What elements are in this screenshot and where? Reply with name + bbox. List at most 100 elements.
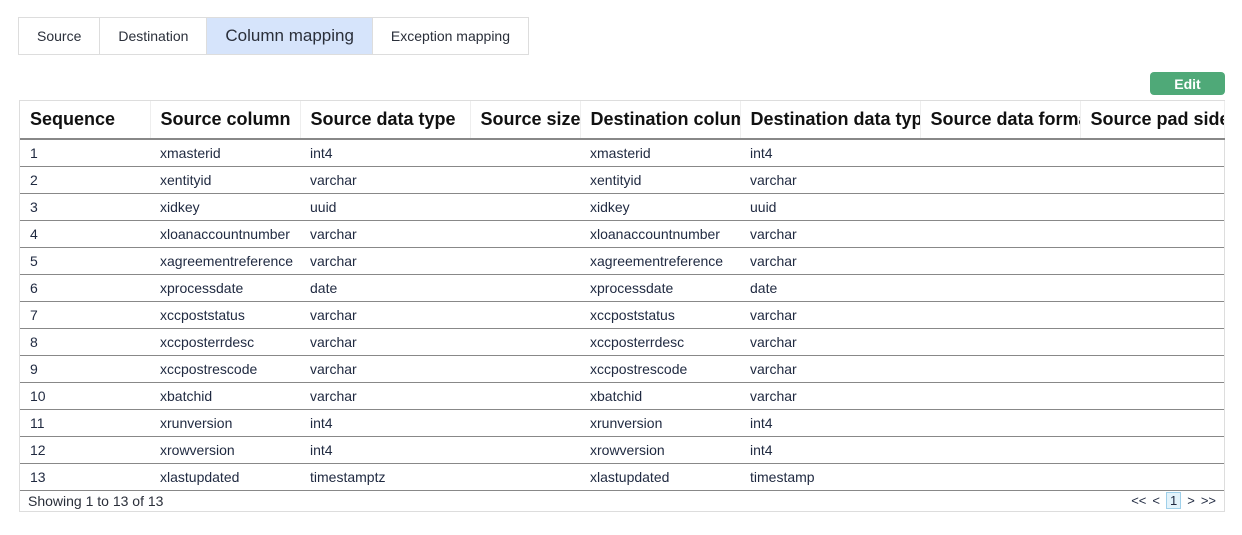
table-cell [920, 247, 1080, 275]
tab-bar: Source Destination Column mapping Exception… [18, 17, 529, 55]
table-cell: varchar [300, 328, 470, 356]
table-cell: xlastupdated [150, 463, 300, 491]
current-page-button[interactable]: 1 [1165, 492, 1182, 509]
table-cell [470, 139, 580, 167]
table-row[interactable]: 10 xbatchid varchar xbatchid varchar [20, 382, 1224, 410]
table-cell: xmasterid [580, 139, 740, 167]
table-cell [1080, 355, 1224, 383]
tab-source[interactable]: Source [19, 18, 101, 54]
table-cell: 5 [20, 247, 150, 275]
table-row[interactable]: 7 xccpoststatus varchar xccpoststatus varcha… [20, 301, 1224, 329]
table-cell [1080, 463, 1224, 491]
tab-destination[interactable]: Destination [100, 18, 208, 54]
table-cell [920, 166, 1080, 194]
next-page-button[interactable]: > [1187, 493, 1195, 508]
table-cell [920, 328, 1080, 356]
table-cell: xccposterrdesc [150, 328, 300, 356]
table-cell: 2 [20, 166, 150, 194]
table-row[interactable]: 13 xlastupdated timestamptz xlastupdated tim… [20, 463, 1224, 491]
table-cell [920, 409, 1080, 437]
table-cell [470, 220, 580, 248]
table-cell: xccpostrescode [580, 355, 740, 383]
table-row[interactable]: 11 xrunversion int4 xrunversion int4 [20, 409, 1224, 437]
table-cell [920, 301, 1080, 329]
table-cell: 13 [20, 463, 150, 491]
table-cell: 3 [20, 193, 150, 221]
table-row[interactable]: 5 xagreementreference varchar xagreementref… [20, 247, 1224, 275]
table-cell: int4 [300, 139, 470, 167]
table-cell: 9 [20, 355, 150, 383]
table-cell: xloanaccountnumber [150, 220, 300, 248]
table-row[interactable]: 6 xprocessdate date xprocessdate date [20, 274, 1224, 302]
table-cell: int4 [300, 409, 470, 437]
table-cell: varchar [740, 247, 920, 275]
table-cell: xbatchid [150, 382, 300, 410]
table-cell: date [740, 274, 920, 302]
table-cell [1080, 274, 1224, 302]
column-header[interactable]: Destination data type [740, 101, 921, 140]
table-cell: varchar [740, 328, 920, 356]
table-cell [470, 328, 580, 356]
first-page-button[interactable]: << [1131, 493, 1147, 508]
tab-exception-mapping[interactable]: Exception mapping [390, 28, 510, 44]
table-cell: xccpoststatus [580, 301, 740, 329]
table-cell: xagreementreference [150, 247, 300, 275]
table-row[interactable]: 12 xrowversion int4 xrowversion int4 [20, 436, 1224, 464]
table-cell: xccpostrescode [150, 355, 300, 383]
table-cell [470, 463, 580, 491]
table-cell: int4 [740, 436, 920, 464]
table-cell: xmasterid [150, 139, 300, 167]
table-cell [1080, 166, 1224, 194]
table-cell [1080, 220, 1224, 248]
table-cell [920, 139, 1080, 167]
table-cell: varchar [740, 355, 920, 383]
table-cell [1080, 139, 1224, 167]
table-row[interactable]: 4 xloanaccountnumber varchar xloanaccountnu… [20, 220, 1224, 248]
table-cell: date [300, 274, 470, 302]
header-row: Sequence Source column Source data type Sou… [20, 101, 1225, 140]
table-row[interactable]: 2 xentityid varchar xentityid varchar [20, 166, 1224, 194]
table-cell: xrowversion [150, 436, 300, 464]
table-row[interactable]: 1 xmasterid int4 xmasterid int4 [20, 139, 1224, 167]
table-cell: varchar [300, 220, 470, 248]
tab-column-mapping[interactable]: Column mapping [207, 18, 373, 54]
column-header[interactable]: Destination column [580, 101, 741, 140]
edit-button[interactable]: Edit [1150, 72, 1225, 95]
table-cell: timestamptz [300, 463, 470, 491]
table-cell [920, 436, 1080, 464]
column-header[interactable]: Source size [470, 101, 581, 140]
column-header[interactable]: Source data type [300, 101, 471, 140]
table-cell: xentityid [580, 166, 740, 194]
table-cell: varchar [300, 301, 470, 329]
row-count: Showing 1 to 13 of 13 [28, 493, 164, 509]
column-header[interactable]: Source pad side [1080, 101, 1225, 140]
table-cell: xidkey [150, 193, 300, 221]
table-cell: xentityid [150, 166, 300, 194]
table-cell [1080, 436, 1224, 464]
table-row[interactable]: 8 xccposterrdesc varchar xccposterrdesc varc… [20, 328, 1224, 356]
table-cell [920, 463, 1080, 491]
table-cell: int4 [740, 139, 920, 167]
table-cell: varchar [300, 166, 470, 194]
column-header[interactable]: Source column [150, 101, 301, 140]
table-cell: 8 [20, 328, 150, 356]
table-cell [1080, 409, 1224, 437]
table-cell: xccposterrdesc [580, 328, 740, 356]
table-cell [470, 355, 580, 383]
last-page-button[interactable]: >> [1200, 493, 1216, 508]
table-cell [470, 247, 580, 275]
column-header[interactable]: Sequence [20, 101, 151, 140]
prev-page-button[interactable]: < [1152, 493, 1160, 508]
column-mapping-grid: Sequence Source column Source data type Sou… [19, 100, 1225, 512]
table-cell: varchar [300, 355, 470, 383]
table-cell: xrunversion [150, 409, 300, 437]
table-row[interactable]: 9 xccpostrescode varchar xccpostrescode varc… [20, 355, 1224, 383]
table-row[interactable]: 3 xidkey uuid xidkey uuid [20, 193, 1224, 221]
table-cell: xidkey [580, 193, 740, 221]
column-header[interactable]: Source data format [920, 101, 1081, 140]
table-cell: 7 [20, 301, 150, 329]
table-cell: uuid [740, 193, 920, 221]
table-cell: varchar [740, 220, 920, 248]
table-cell: int4 [300, 436, 470, 464]
table-cell: xrunversion [580, 409, 740, 437]
